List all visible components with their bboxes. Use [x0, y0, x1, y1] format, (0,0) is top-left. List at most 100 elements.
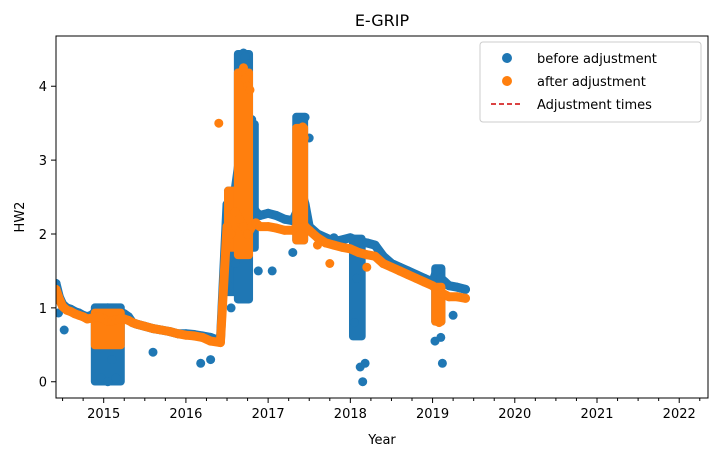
data-point	[350, 318, 359, 328]
data-band	[292, 123, 309, 245]
data-point	[196, 358, 206, 368]
data-point	[337, 242, 347, 252]
data-point	[292, 222, 302, 232]
x-tick-label: 2017	[252, 407, 285, 422]
data-point	[325, 259, 335, 268]
data-point	[437, 358, 447, 368]
data-point	[230, 259, 240, 268]
data-point	[362, 250, 372, 260]
data-point	[206, 336, 216, 346]
data-point	[267, 266, 277, 276]
data-point	[239, 222, 248, 232]
data-point	[370, 251, 380, 261]
data-point	[288, 248, 298, 257]
data-point	[362, 238, 372, 248]
data-point	[103, 377, 113, 387]
data-point	[432, 266, 442, 276]
data-point	[360, 358, 370, 368]
x-tick-label: 2016	[169, 407, 202, 422]
data-point	[148, 324, 158, 334]
data-point	[173, 329, 183, 339]
x-tick-label: 2021	[580, 407, 613, 422]
data-point	[378, 259, 388, 268]
data-point	[253, 266, 263, 276]
y-tick-label: 1	[39, 302, 47, 317]
x-tick-label: 2022	[663, 407, 696, 422]
data-point	[296, 214, 306, 224]
data-point	[165, 327, 174, 336]
data-point	[321, 238, 331, 248]
legend-label: before adjustment	[537, 52, 657, 67]
data-point	[222, 222, 232, 232]
data-point	[395, 266, 405, 276]
data-point	[140, 321, 150, 331]
y-axis: 0 1 2 3 4	[39, 80, 56, 391]
data-point	[107, 355, 117, 365]
data-point	[226, 229, 236, 239]
legend-label: after adjustment	[537, 75, 646, 90]
series-after	[56, 63, 470, 350]
data-point	[300, 112, 310, 122]
data-band	[348, 234, 366, 341]
data-point	[452, 292, 462, 302]
data-point	[280, 214, 290, 224]
data-point	[358, 377, 368, 387]
data-point	[56, 284, 61, 294]
data-point	[243, 229, 253, 239]
y-axis-label: HW2	[13, 202, 28, 233]
data-point	[181, 330, 191, 340]
legend-box	[479, 41, 702, 123]
data-point	[271, 223, 281, 233]
data-point	[96, 373, 106, 383]
x-tick-label: 2018	[334, 407, 367, 422]
data-point	[111, 373, 121, 383]
data-point	[239, 63, 248, 73]
x-tick-label: 2019	[416, 407, 449, 422]
data-point	[56, 294, 64, 304]
data-point	[444, 281, 454, 291]
data-point	[304, 225, 314, 235]
data-point	[370, 240, 380, 250]
data-point	[240, 74, 250, 84]
x-tick-label: 2020	[498, 407, 531, 422]
data-point	[387, 262, 396, 272]
data-point	[132, 319, 142, 329]
data-point	[148, 347, 158, 357]
legend-label: Adjustment times	[537, 98, 652, 113]
data-point	[189, 331, 199, 341]
data-point	[313, 240, 322, 250]
data-point	[461, 284, 470, 294]
data-point	[271, 211, 281, 220]
data-point	[444, 292, 454, 302]
data-point	[362, 262, 372, 272]
y-tick-label: 0	[39, 376, 47, 391]
data-point	[255, 211, 265, 220]
data-point	[461, 293, 470, 303]
x-tick-label: 2015	[87, 407, 120, 422]
data-point	[263, 222, 273, 232]
y-tick-label: 3	[39, 154, 47, 169]
y-tick-label: 2	[39, 228, 47, 243]
legend-marker	[502, 76, 512, 86]
data-point	[280, 225, 290, 235]
data-point	[354, 236, 364, 246]
data-point	[263, 208, 273, 218]
data-point	[452, 282, 462, 292]
data-point	[345, 244, 355, 254]
data-point	[419, 277, 429, 287]
data-point	[59, 325, 69, 335]
chart-title: E-GRIP	[355, 11, 410, 30]
data-point	[240, 52, 250, 62]
y-tick-label: 4	[39, 80, 47, 95]
data-point	[436, 303, 446, 313]
data-point	[403, 270, 413, 280]
data-point	[329, 240, 339, 250]
data-point	[299, 133, 309, 143]
data-point	[197, 332, 207, 342]
data-point	[448, 310, 458, 320]
plot-frame	[55, 35, 709, 399]
data-point	[411, 273, 421, 283]
data-point	[234, 214, 244, 224]
data-point	[214, 118, 224, 128]
